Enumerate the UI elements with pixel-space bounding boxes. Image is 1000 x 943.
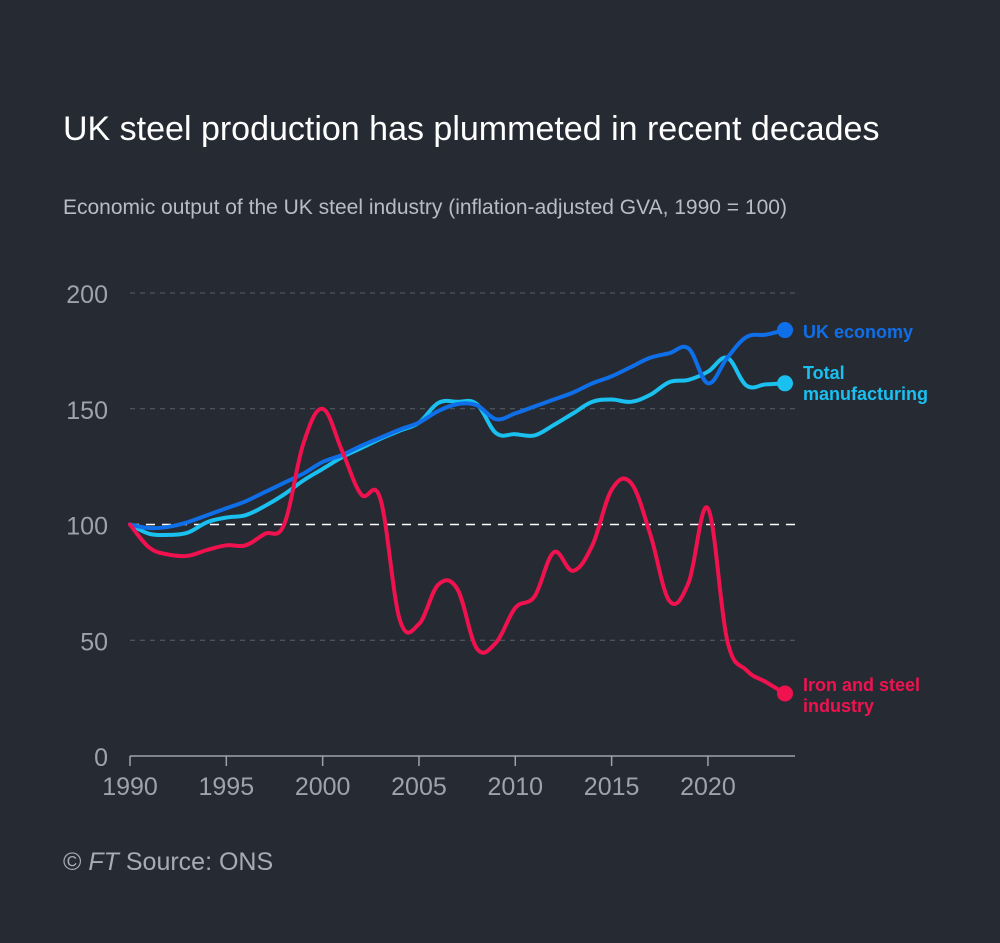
ft-brand: FT [88,848,119,876]
series-line-total-manufacturing [128,355,787,538]
x-tick-label-1990: 1990 [102,773,158,801]
series-line-uk-economy [128,328,787,531]
chart-subtitle: Economic output of the UK steel industry… [63,196,787,219]
series-label-line: Total [803,363,845,383]
x-tick-label-2020: 2020 [680,773,736,801]
chart-title: UK steel production has plummeted in rec… [63,110,880,148]
source-note: © FT Source: ONS [63,848,273,877]
series-label-iron-steel: Iron and steel industry [803,675,920,716]
x-tick-label-2010: 2010 [487,773,543,801]
x-tick-label-2000: 2000 [295,773,351,801]
x-tick-label-2005: 2005 [391,773,447,801]
y-tick-label-200: 200 [66,281,108,309]
x-tick-label-1995: 1995 [199,773,255,801]
source-text: Source: ONS [118,848,274,876]
x-tick-label-2015: 2015 [584,773,640,801]
series-label-line: Iron and steel [803,675,920,695]
series-label-uk-economy: UK economy [803,322,913,342]
series-end-dot-uk-economy [777,322,793,339]
series-end-dot-iron-steel [777,685,793,702]
series-label-total-manufacturing: Total manufacturing [803,363,928,404]
y-tick-label-0: 0 [94,744,108,772]
series-line-iron-steel [128,406,787,696]
series-label-line: industry [803,696,874,716]
y-tick-label-150: 150 [66,397,108,425]
series-label-line: UK economy [803,322,913,342]
y-tick-label-100: 100 [66,513,108,541]
series-label-line: manufacturing [803,384,928,404]
y-tick-label-50: 50 [80,628,108,656]
series-end-dot-total-manufacturing [777,375,793,392]
copyright-symbol: © [63,848,89,876]
